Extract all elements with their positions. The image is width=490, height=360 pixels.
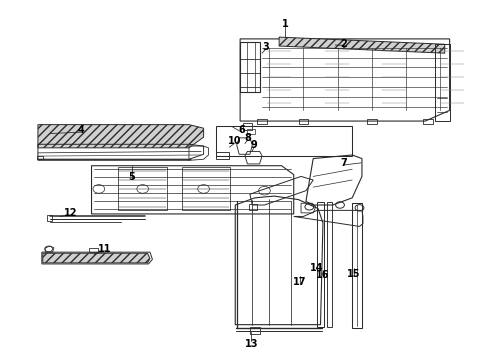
Text: 14: 14	[310, 262, 324, 273]
Text: 15: 15	[347, 269, 361, 279]
Text: 8: 8	[244, 133, 251, 143]
Polygon shape	[279, 37, 445, 53]
Text: 11: 11	[98, 244, 112, 253]
Text: 2: 2	[341, 39, 347, 49]
Text: 6: 6	[238, 125, 245, 135]
Text: 9: 9	[250, 140, 257, 150]
Text: 16: 16	[316, 270, 330, 280]
Text: 3: 3	[263, 42, 270, 52]
Text: 1: 1	[282, 18, 289, 28]
Text: 13: 13	[245, 339, 258, 348]
Polygon shape	[38, 125, 203, 148]
Text: 7: 7	[341, 158, 347, 168]
Polygon shape	[43, 253, 150, 263]
Text: 12: 12	[64, 208, 78, 218]
Text: 5: 5	[128, 172, 135, 182]
Text: 17: 17	[294, 277, 307, 287]
Text: 4: 4	[77, 125, 84, 135]
Text: 10: 10	[227, 136, 241, 147]
